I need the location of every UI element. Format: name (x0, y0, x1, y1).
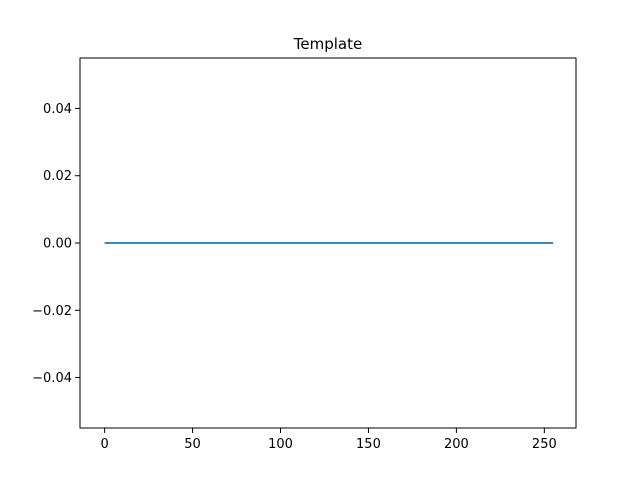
y-tick-label: 0.04 (43, 102, 72, 117)
x-tick-label: 150 (356, 437, 381, 452)
x-axis-ticks: 0 50 100 150 200 250 (100, 428, 557, 452)
y-tick-label: 0.02 (43, 169, 72, 184)
x-tick-label: 250 (532, 437, 557, 452)
plot-area-frame (79, 57, 577, 429)
x-tick-label: 0 (100, 437, 108, 452)
y-tick-label: 0.00 (43, 237, 72, 252)
y-tick-label: −0.04 (32, 371, 72, 386)
x-tick-label: 50 (184, 437, 201, 452)
x-tick-label: 200 (444, 437, 469, 452)
x-tick-label: 100 (268, 437, 293, 452)
y-axis-ticks: 0.04 0.02 0.00 −0.02 −0.04 (32, 102, 80, 386)
chart-title: Template (293, 35, 362, 53)
y-tick-label: −0.02 (32, 304, 72, 319)
